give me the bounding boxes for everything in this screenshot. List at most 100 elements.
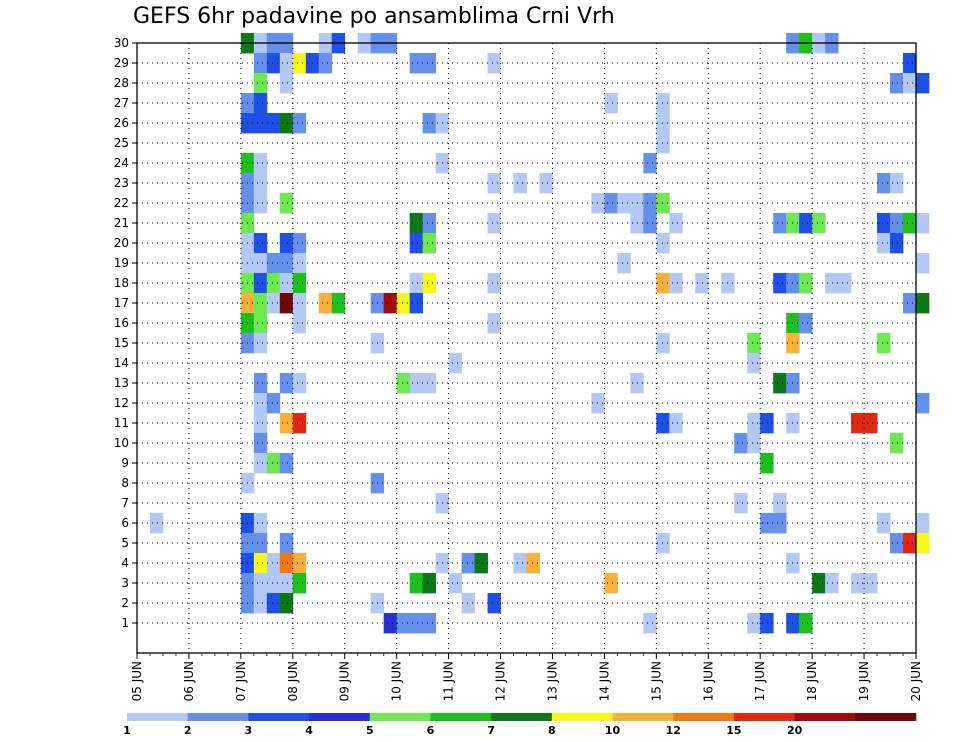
heatmap-cell bbox=[825, 573, 839, 594]
heatmap-cell bbox=[422, 613, 437, 634]
heatmap-cell bbox=[292, 573, 307, 594]
heatmap-cell bbox=[591, 193, 605, 214]
heatmap-cell bbox=[253, 453, 268, 474]
heatmap-cell bbox=[903, 73, 917, 94]
heatmap-cell bbox=[734, 433, 748, 454]
x-tick-label: 15 JUN bbox=[649, 661, 663, 701]
heatmap-cell bbox=[903, 53, 917, 74]
heatmap-cell bbox=[877, 333, 891, 354]
heatmap-cell bbox=[409, 373, 424, 394]
y-tick-label: 29 bbox=[114, 56, 129, 70]
heatmap-cell bbox=[266, 293, 281, 314]
heatmap-cell bbox=[760, 413, 774, 434]
heatmap-cell bbox=[292, 113, 307, 134]
heatmap-cell bbox=[409, 53, 424, 74]
y-tick-label: 14 bbox=[114, 356, 129, 370]
heatmap-cell bbox=[812, 573, 826, 594]
heatmap-cell bbox=[279, 593, 294, 614]
heatmap-cell bbox=[409, 613, 424, 634]
heatmap-cell bbox=[617, 193, 631, 214]
heatmap-cell bbox=[422, 113, 437, 134]
heatmap-cell bbox=[396, 613, 411, 634]
y-tick-label: 23 bbox=[114, 176, 129, 190]
heatmap-cell bbox=[695, 273, 709, 294]
colorbar-swatch bbox=[430, 713, 492, 721]
heatmap-cell bbox=[279, 193, 294, 214]
heatmap-cell bbox=[409, 273, 424, 294]
heatmap-cell bbox=[279, 453, 294, 474]
heatmap-cell bbox=[279, 253, 294, 274]
heatmap-cell bbox=[266, 113, 281, 134]
heatmap-cell bbox=[656, 93, 670, 114]
heatmap-cell bbox=[656, 193, 670, 214]
heatmap-cell bbox=[773, 213, 787, 234]
heatmap-cell bbox=[747, 353, 761, 374]
heatmap-cell bbox=[903, 293, 917, 314]
heatmap-cell bbox=[266, 453, 281, 474]
heatmap-cell bbox=[292, 553, 307, 574]
heatmap-cell bbox=[916, 513, 930, 534]
heatmap-cell bbox=[461, 553, 475, 574]
heatmap-cell bbox=[253, 173, 268, 194]
x-tick-label: 05 JUN bbox=[130, 661, 144, 701]
y-tick-label: 7 bbox=[121, 496, 129, 510]
heatmap-cell bbox=[656, 113, 670, 134]
x-axis: 05 JUN 06 JUN 07 JUN 08 JUN 09 JUN 10 JUN 11 J… bbox=[130, 653, 923, 701]
y-tick-label: 6 bbox=[121, 516, 129, 530]
x-tick-label: 08 JUN bbox=[286, 661, 300, 701]
heatmap-cell bbox=[604, 193, 618, 214]
x-tick-label: 18 JUN bbox=[805, 661, 819, 701]
y-tick-label: 22 bbox=[114, 196, 129, 210]
heatmap-cell bbox=[760, 513, 774, 534]
heatmap-cell bbox=[279, 233, 294, 254]
heatmap-cell bbox=[383, 613, 398, 634]
heatmap-cell bbox=[864, 573, 878, 594]
colorbar-swatch bbox=[248, 713, 310, 721]
heatmap-cell bbox=[409, 213, 424, 234]
heatmap-cell bbox=[253, 573, 268, 594]
heatmap-cell bbox=[461, 593, 475, 614]
heatmap-cell bbox=[253, 293, 268, 314]
heatmap-cell bbox=[656, 333, 670, 354]
heatmap-cell bbox=[669, 273, 683, 294]
y-tick-label: 17 bbox=[114, 296, 129, 310]
heatmap-cell bbox=[656, 133, 670, 154]
heatmap-cell bbox=[669, 413, 683, 434]
x-tick-label: 13 JUN bbox=[545, 661, 559, 701]
colorbar-label: 7 bbox=[487, 724, 495, 737]
grid-lines bbox=[137, 42, 916, 653]
heatmap-cell bbox=[253, 333, 268, 354]
heatmap-cell bbox=[253, 93, 268, 114]
y-tick-label: 24 bbox=[114, 156, 129, 170]
heatmap-cell bbox=[916, 253, 930, 274]
heatmap-cell bbox=[253, 553, 268, 574]
heatmap-cell bbox=[760, 453, 774, 474]
x-tick-label: 17 JUN bbox=[753, 661, 767, 701]
heatmap-cell bbox=[253, 113, 268, 134]
heatmap-cell bbox=[266, 573, 281, 594]
heatmap-cell bbox=[396, 293, 411, 314]
heatmap-cell bbox=[253, 273, 268, 294]
heatmap-cell bbox=[773, 513, 787, 534]
heatmap-cell bbox=[513, 173, 527, 194]
y-tick-label: 1 bbox=[121, 616, 129, 630]
heatmap-cell bbox=[643, 613, 657, 634]
heatmap-cell bbox=[487, 213, 501, 234]
heatmap-cell bbox=[422, 373, 437, 394]
heatmap-cell bbox=[253, 53, 268, 74]
colorbar-label: 1 bbox=[123, 724, 131, 737]
heatmap-cell bbox=[409, 233, 424, 254]
heatmap-cell bbox=[266, 53, 281, 74]
y-tick-label: 30 bbox=[114, 36, 129, 50]
heatmap-cell bbox=[279, 573, 294, 594]
heatmap-cell bbox=[253, 233, 268, 254]
heatmap-cell bbox=[422, 233, 437, 254]
colorbar: 1 2 3 4 5 6 7 8 10 12 15 20 bbox=[123, 713, 917, 737]
y-tick-label: 18 bbox=[114, 276, 129, 290]
x-tick-label: 10 JUN bbox=[390, 661, 404, 701]
colorbar-label: 20 bbox=[787, 724, 803, 737]
heatmap-cell bbox=[292, 233, 307, 254]
heatmap-cell bbox=[513, 553, 527, 574]
heatmap-cell bbox=[877, 233, 891, 254]
